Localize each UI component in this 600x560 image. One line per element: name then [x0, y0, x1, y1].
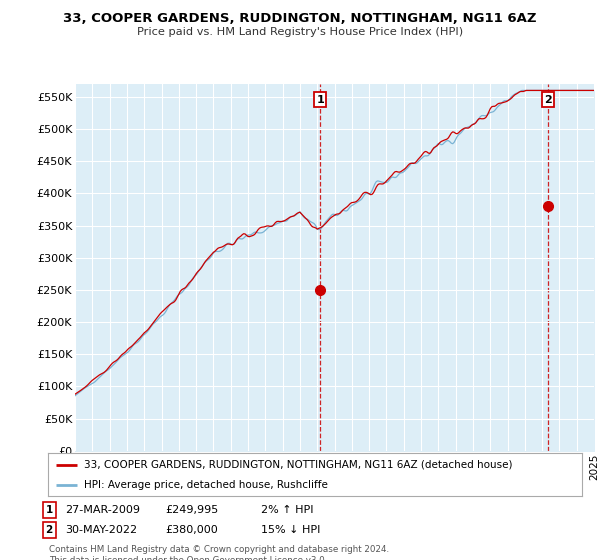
Text: 33, COOPER GARDENS, RUDDINGTON, NOTTINGHAM, NG11 6AZ: 33, COOPER GARDENS, RUDDINGTON, NOTTINGH… — [63, 12, 537, 25]
Text: 27-MAR-2009: 27-MAR-2009 — [65, 505, 140, 515]
Text: Contains HM Land Registry data © Crown copyright and database right 2024.
This d: Contains HM Land Registry data © Crown c… — [49, 545, 389, 560]
Text: HPI: Average price, detached house, Rushcliffe: HPI: Average price, detached house, Rush… — [85, 480, 328, 490]
Text: 2% ↑ HPI: 2% ↑ HPI — [261, 505, 314, 515]
Text: £380,000: £380,000 — [165, 525, 218, 535]
Text: 2: 2 — [544, 95, 552, 105]
Text: 15% ↓ HPI: 15% ↓ HPI — [261, 525, 320, 535]
Text: 1: 1 — [46, 505, 53, 515]
Text: £249,995: £249,995 — [165, 505, 218, 515]
Text: 2: 2 — [46, 525, 53, 535]
Text: 33, COOPER GARDENS, RUDDINGTON, NOTTINGHAM, NG11 6AZ (detached house): 33, COOPER GARDENS, RUDDINGTON, NOTTINGH… — [85, 460, 513, 469]
Text: 30-MAY-2022: 30-MAY-2022 — [65, 525, 137, 535]
Text: 1: 1 — [316, 95, 324, 105]
Text: Price paid vs. HM Land Registry's House Price Index (HPI): Price paid vs. HM Land Registry's House … — [137, 27, 463, 37]
